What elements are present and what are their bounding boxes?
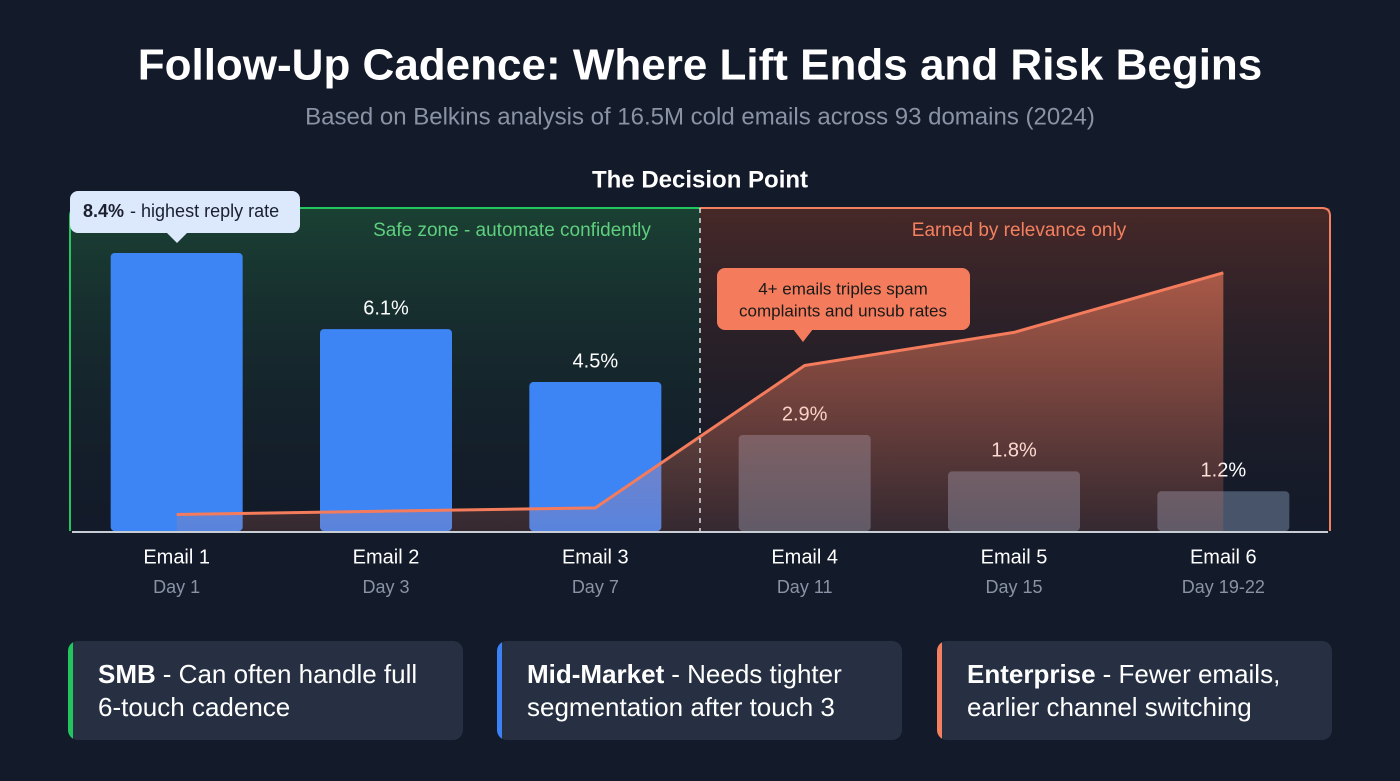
callout-value: 8.4%: [83, 201, 124, 221]
subtitle: Based on Belkins analysis of 16.5M cold …: [305, 103, 1095, 130]
segment-card: Mid-Market - Needs tighter segmentation a…: [497, 641, 902, 740]
segment-label: Mid-Market: [527, 659, 665, 689]
day-label: Day 15: [985, 577, 1042, 597]
callout-note: - highest reply rate: [130, 201, 279, 221]
accent: [68, 641, 73, 740]
warning-text: complaints and unsub rates: [739, 301, 947, 320]
x-tick-label: Email 4: [771, 546, 838, 568]
day-label: Day 19-22: [1182, 577, 1265, 597]
warning-text: 4+ emails triples spam: [758, 279, 928, 298]
segment-text: - Fewer emails, earlier channel switchin…: [967, 659, 1281, 722]
day-label: Day 11: [777, 577, 833, 597]
accent: [937, 641, 942, 740]
risk-area: [176, 272, 1224, 531]
value-label: 4.5%: [573, 350, 619, 372]
value-label: 6.1%: [363, 297, 409, 319]
segment-card: Enterprise - Fewer emails, earlier channe…: [937, 641, 1332, 740]
x-tick-label: Email 3: [562, 546, 629, 568]
callout-pointer: [167, 233, 187, 243]
chart-title: The Decision Point: [592, 166, 808, 193]
segment-text: - Needs tighter segmentation after touch…: [527, 659, 842, 722]
day-label: Day 1: [153, 577, 200, 597]
warning-pointer: [793, 329, 813, 342]
day-label: Day 7: [572, 577, 619, 597]
segment-label: SMB: [98, 659, 156, 689]
segment-card: SMB - Can often handle full 6-touch caden…: [68, 641, 463, 740]
risk-line: [176, 271, 1224, 516]
x-tick-label: Email 1: [143, 546, 210, 568]
x-tick-label: Email 6: [1190, 546, 1257, 568]
title: Follow-Up Cadence: Where Lift Ends and R…: [138, 41, 1263, 90]
bar: [110, 252, 243, 531]
warning: 4+ emails triples spam complaints and un…: [717, 268, 970, 342]
segment-label: Enterprise: [967, 659, 1096, 689]
callout: 8.4% - highest reply rate: [70, 191, 300, 243]
segment-text: - Can often handle full 6-touch cadence: [98, 659, 418, 722]
x-tick-label: Email 2: [353, 546, 420, 568]
zone-label: Earned by relevance only: [912, 220, 1127, 241]
callout-box: [70, 191, 300, 233]
zone-label: Safe zone - automate confidently: [373, 220, 651, 241]
callout-text: 8.4% - highest reply rate: [83, 201, 279, 221]
day-label: Day 3: [362, 577, 409, 597]
bar: [320, 329, 452, 531]
x-tick-label: Email 5: [981, 546, 1048, 568]
warning-box: [717, 268, 970, 330]
accent: [497, 641, 502, 740]
risk-zone-border: [700, 207, 1331, 531]
